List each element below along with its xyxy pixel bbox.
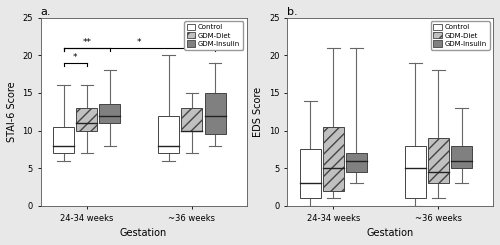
Bar [76, 108, 98, 131]
Bar [428, 138, 449, 183]
Bar [182, 108, 203, 131]
Bar [300, 149, 321, 198]
Text: b.: b. [287, 7, 298, 17]
Bar [451, 146, 472, 168]
X-axis label: Gestation: Gestation [120, 228, 167, 238]
Y-axis label: STAI-6 Score: STAI-6 Score [7, 82, 17, 142]
Bar [346, 153, 367, 172]
Legend: Control, GDM-Diet, GDM-Insulin: Control, GDM-Diet, GDM-Insulin [184, 21, 243, 50]
Bar [405, 146, 426, 198]
X-axis label: Gestation: Gestation [366, 228, 414, 238]
Bar [323, 127, 344, 191]
Y-axis label: EDS Score: EDS Score [254, 87, 264, 137]
Text: a.: a. [40, 7, 51, 17]
Text: **: ** [82, 38, 92, 47]
Bar [204, 93, 226, 134]
Legend: Control, GDM-Diet, GDM-Insulin: Control, GDM-Diet, GDM-Insulin [430, 21, 490, 50]
Bar [53, 127, 74, 153]
Text: *: * [137, 38, 141, 47]
Bar [158, 116, 180, 153]
Text: *: * [73, 53, 78, 62]
Bar [100, 104, 120, 123]
